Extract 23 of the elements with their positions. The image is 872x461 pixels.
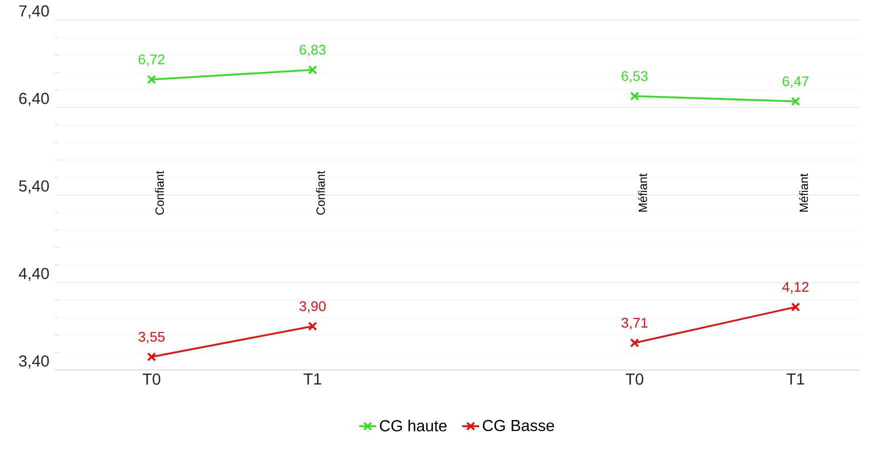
y-tick-label: 5,40 [19,180,49,194]
legend-label: CG haute [380,420,447,432]
data-label: 3,55 [138,332,165,344]
y-tick-label: 7,40 [19,5,49,18]
annotation: Confiant [316,170,325,215]
x-tick-label: T0 [626,374,644,385]
y-tick-label: 4,40 [18,268,49,281]
y-tick-label: 3,40 [19,355,49,368]
data-label: 4,12 [782,282,808,294]
data-label: 3,71 [622,318,648,330]
annotation: Confiant [155,170,164,215]
x-tick-label: T0 [142,374,160,385]
data-label: 3,90 [300,301,326,313]
data-label: 6,83 [300,44,326,56]
annotation: Méfiant [799,173,808,212]
annotation: Méfiant [638,173,648,212]
data-label: 6,47 [782,76,808,88]
legend-label: CG Basse [482,420,554,432]
data-label: 6,53 [622,71,648,83]
data-label: 6,72 [138,54,164,66]
x-tick-label: T1 [304,374,322,384]
x-tick-label: T1 [786,374,804,384]
y-tick-label: 6,40 [19,92,49,106]
